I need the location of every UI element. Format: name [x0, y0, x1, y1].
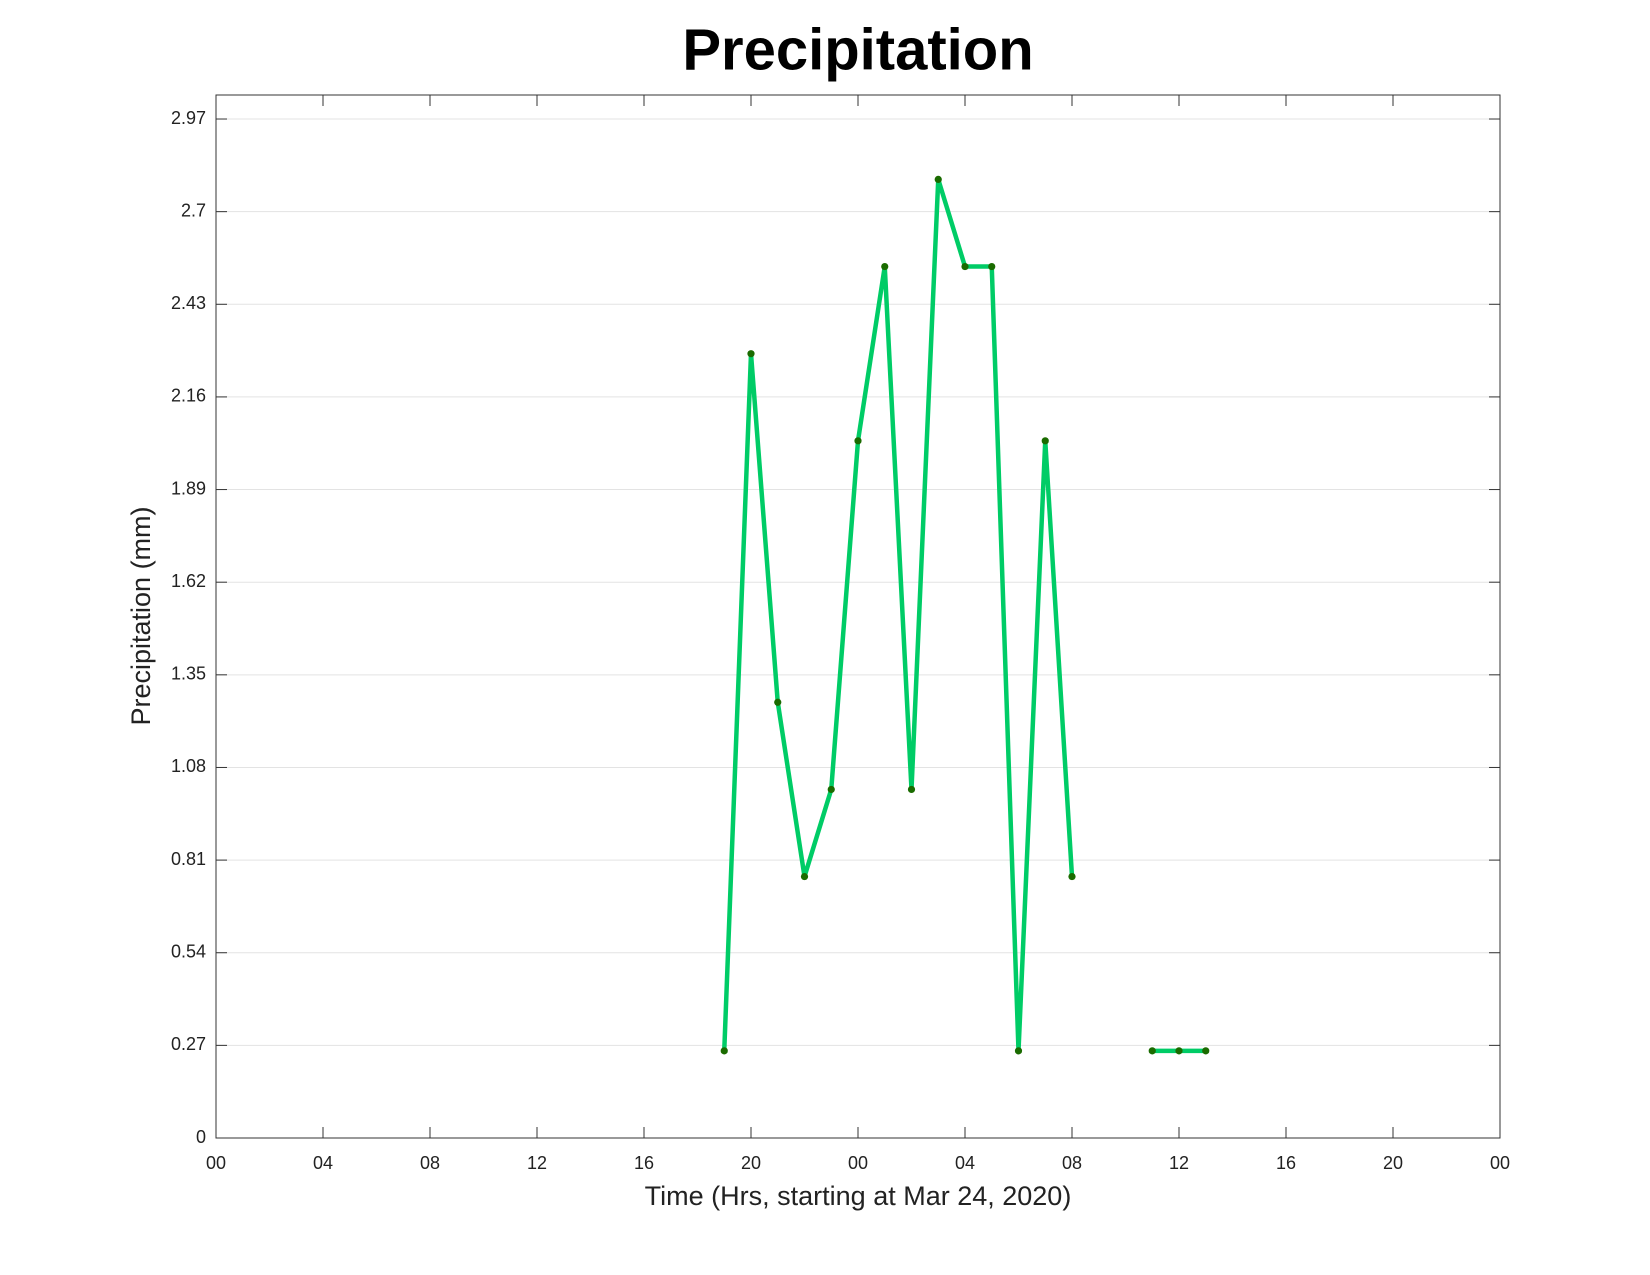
data-point — [988, 262, 996, 271]
data-point — [1202, 1047, 1210, 1055]
chart-title: Precipitation — [682, 17, 1033, 82]
data-point — [774, 698, 782, 706]
y-tick-label: 1.62 — [171, 571, 206, 591]
data-point — [747, 350, 755, 358]
x-tick-label: 12 — [1169, 1153, 1189, 1173]
y-axis-label: Precipitation (mm) — [126, 506, 156, 725]
x-tick-label: 08 — [420, 1153, 440, 1173]
y-tick-label: 0.81 — [171, 849, 206, 869]
y-tick-label: 0.54 — [171, 941, 206, 961]
y-tick-label: 1.08 — [171, 756, 206, 776]
y-tick-label: 1.89 — [171, 478, 206, 498]
x-tick-label: 04 — [313, 1153, 333, 1173]
x-tick-label: 16 — [1276, 1153, 1296, 1173]
x-tick-label: 00 — [206, 1153, 226, 1173]
x-tick-label: 20 — [741, 1153, 761, 1173]
y-tick-label: 2.97 — [171, 108, 206, 128]
data-point — [720, 1047, 728, 1055]
data-point — [800, 872, 809, 881]
y-tick-label: 0.27 — [171, 1034, 206, 1054]
y-tick-label: 1.35 — [171, 664, 206, 684]
data-point — [1175, 1047, 1183, 1055]
data-point — [854, 437, 862, 445]
x-tick-label: 00 — [1490, 1153, 1510, 1173]
x-tick-label: 12 — [527, 1153, 547, 1173]
data-point — [881, 262, 889, 271]
x-tick-label: 04 — [955, 1153, 975, 1173]
data-point — [907, 785, 916, 794]
data-point — [1068, 872, 1076, 881]
data-point — [1041, 437, 1049, 445]
series-line — [722, 177, 1206, 1054]
y-tick-label: 2.16 — [171, 386, 206, 406]
data-point — [934, 175, 942, 184]
data-point — [1014, 1047, 1023, 1055]
y-tick-label: 2.7 — [181, 200, 206, 220]
y-tick-label: 2.43 — [171, 293, 206, 313]
data-point — [1148, 1047, 1156, 1055]
plot-frame — [215, 94, 1501, 1139]
x-tick-label: 00 — [848, 1153, 868, 1173]
x-tick-label: 08 — [1062, 1153, 1082, 1173]
y-tick-label: 0 — [196, 1127, 206, 1147]
x-axis-label: Time (Hrs, starting at Mar 24, 2020) — [645, 1181, 1072, 1211]
x-tick-label: 20 — [1383, 1153, 1403, 1173]
x-tick-label: 16 — [634, 1153, 654, 1173]
data-point — [827, 785, 835, 794]
data-point — [961, 262, 969, 271]
